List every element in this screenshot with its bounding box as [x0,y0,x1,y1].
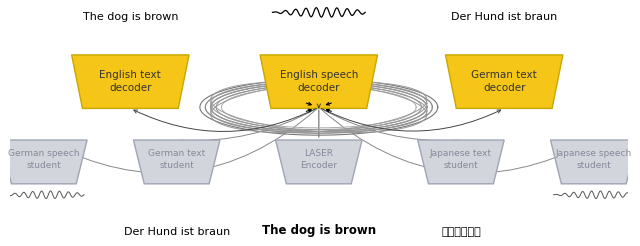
Text: The dog is brown: The dog is brown [262,224,376,237]
Text: English text
decoder: English text decoder [99,70,161,93]
Text: Der Hund ist braun: Der Hund ist braun [451,12,557,22]
Polygon shape [276,140,362,184]
Text: The dog is brown: The dog is brown [83,12,178,22]
Text: German text
decoder: German text decoder [471,70,537,93]
FancyArrowPatch shape [46,109,317,173]
Text: Japanese text
student: Japanese text student [430,149,492,170]
Text: 犬は茶色です: 犬は茶色です [441,227,481,237]
Polygon shape [550,140,637,184]
Text: German speech
student: German speech student [8,149,79,170]
Polygon shape [134,140,220,184]
FancyArrowPatch shape [321,109,591,173]
Polygon shape [260,55,378,108]
Text: German text
student: German text student [148,149,205,170]
FancyArrowPatch shape [317,104,321,108]
FancyArrowPatch shape [134,108,316,131]
FancyArrowPatch shape [321,108,458,140]
Text: LASER
Encoder: LASER Encoder [300,149,337,170]
FancyArrowPatch shape [321,108,500,131]
Text: Der Hund ist braun: Der Hund ist braun [124,227,230,237]
FancyArrowPatch shape [179,108,316,140]
Text: Japanese speech
student: Japanese speech student [556,149,632,170]
Polygon shape [72,55,189,108]
Polygon shape [1,140,87,184]
Polygon shape [418,140,504,184]
Text: English speech
decoder: English speech decoder [280,70,358,93]
Polygon shape [445,55,563,108]
